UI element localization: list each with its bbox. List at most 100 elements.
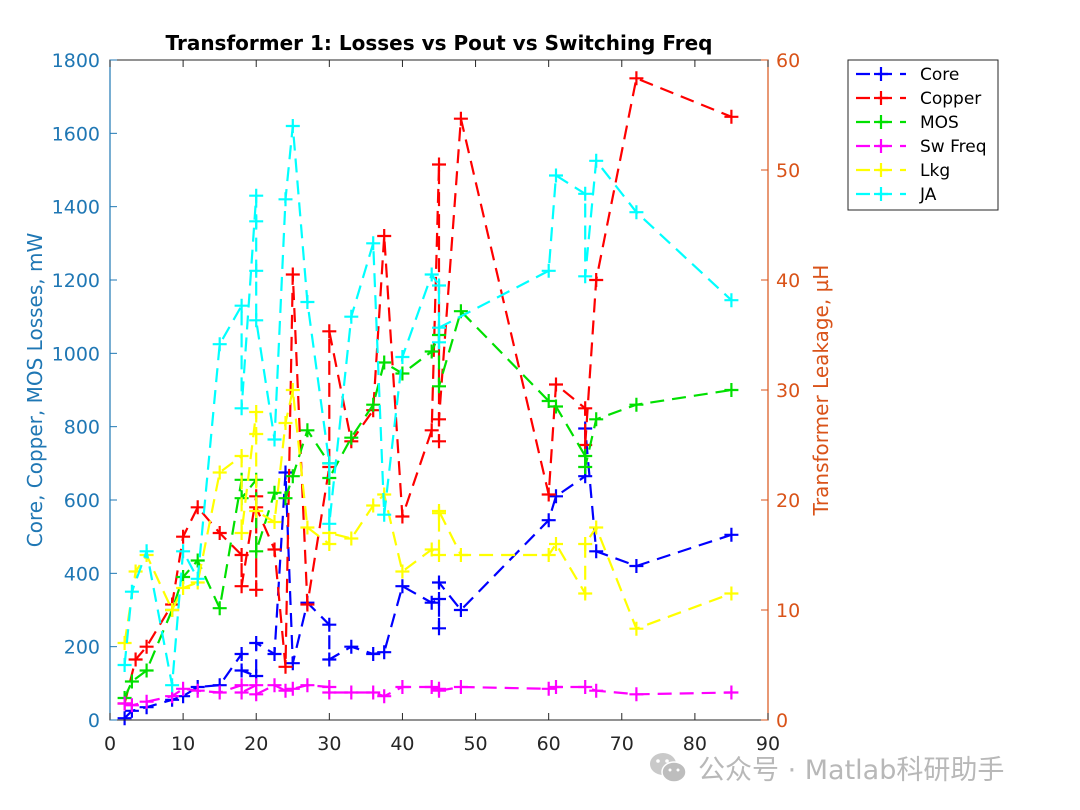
y-tick-label: 800	[64, 417, 100, 439]
series-core	[117, 421, 739, 726]
y-axis-label: Core, Copper, MOS Losses, mW	[23, 233, 47, 548]
data-point-marker	[249, 188, 264, 203]
data-point-marker	[549, 537, 563, 551]
data-point-marker	[322, 652, 337, 667]
data-point-marker	[190, 553, 205, 568]
data-point-marker	[541, 681, 556, 696]
data-point-marker	[176, 544, 191, 559]
data-point-marker	[453, 111, 468, 126]
data-point-marker	[432, 320, 446, 335]
data-point-marker	[285, 383, 300, 397]
data-point-marker	[432, 412, 446, 427]
plot-area	[117, 71, 739, 726]
data-point-marker	[549, 168, 563, 183]
y-tick-label: 200	[64, 637, 100, 659]
data-point-marker	[234, 647, 249, 661]
data-point-marker	[395, 366, 410, 381]
data-point-marker	[432, 548, 446, 562]
data-point-marker	[549, 377, 563, 392]
data-point-marker	[285, 119, 300, 133]
data-point-marker	[117, 696, 132, 711]
y2-tick-label: 20	[776, 490, 800, 512]
data-point-marker	[234, 579, 249, 594]
data-point-marker	[453, 548, 468, 562]
y-tick-label: 1200	[52, 270, 100, 292]
data-point-marker	[278, 683, 293, 698]
data-point-marker	[432, 575, 446, 590]
data-point-marker	[424, 595, 439, 610]
y2-axis-label: Transformer Leakage, µH	[809, 265, 833, 517]
data-point-marker	[117, 711, 132, 726]
data-point-marker	[234, 401, 249, 416]
data-point-marker	[249, 636, 264, 650]
data-point-marker	[395, 564, 410, 579]
data-point-marker	[212, 526, 227, 540]
data-point-marker	[366, 397, 381, 412]
legend-swatch-marker	[874, 115, 888, 129]
data-point-marker	[366, 685, 381, 700]
y-tick-label: 0	[88, 710, 100, 732]
data-point-marker	[285, 681, 300, 696]
data-point-marker	[395, 509, 410, 524]
data-point-marker	[578, 460, 593, 474]
data-point-marker	[578, 537, 593, 551]
data-point-marker	[424, 344, 439, 359]
series-ja	[117, 119, 739, 693]
data-point-marker	[139, 544, 154, 559]
data-point-marker	[285, 267, 300, 282]
y2-tick-label: 10	[776, 600, 800, 622]
x-tick-label: 40	[390, 733, 414, 755]
data-point-marker	[267, 485, 282, 500]
y2-tick-label: 30	[776, 380, 800, 402]
data-point-marker	[629, 205, 644, 220]
data-point-marker	[267, 432, 282, 447]
data-point-marker	[190, 571, 205, 586]
data-point-marker	[322, 456, 337, 471]
data-point-marker	[190, 683, 205, 698]
legend-swatch-marker	[874, 67, 888, 81]
data-point-marker	[541, 513, 556, 528]
data-point-marker	[212, 337, 227, 352]
y2-tick-label: 50	[776, 160, 800, 182]
data-point-marker	[176, 529, 191, 544]
data-point-marker	[117, 636, 132, 650]
data-point-marker	[344, 430, 359, 445]
data-point-marker	[541, 487, 556, 502]
legend-entry: Lkg	[856, 161, 950, 181]
y-tick-label: 1800	[52, 50, 100, 72]
data-point-marker	[395, 579, 410, 594]
data-point-marker	[629, 71, 644, 86]
data-point-marker	[267, 647, 282, 661]
data-point-marker	[322, 516, 337, 531]
wechat-icon	[650, 752, 687, 783]
data-point-marker	[249, 687, 264, 702]
data-point-marker	[165, 678, 180, 693]
data-point-marker	[366, 236, 381, 251]
chart-title: Transformer 1: Losses vs Pout vs Switchi…	[166, 31, 713, 55]
data-point-marker	[432, 157, 446, 172]
legend-box	[847, 59, 999, 211]
data-point-marker	[432, 592, 446, 606]
legend-entry: JA	[856, 185, 937, 205]
data-point-marker	[424, 267, 439, 282]
data-point-marker	[278, 416, 293, 430]
x-tick-label: 90	[756, 733, 780, 755]
data-point-marker	[249, 544, 264, 559]
data-point-marker	[249, 405, 264, 419]
data-point-marker	[589, 153, 604, 168]
series-line	[123, 76, 732, 704]
data-point-marker	[344, 685, 359, 700]
data-point-marker	[249, 504, 264, 518]
data-point-marker	[432, 434, 446, 449]
data-point-marker	[212, 465, 227, 480]
data-point-marker	[300, 423, 315, 438]
data-point-marker	[432, 379, 446, 394]
x-tick-label: 20	[244, 733, 268, 755]
data-point-marker	[629, 621, 644, 636]
y2-tick-label: 60	[776, 50, 800, 72]
data-point-marker	[541, 394, 556, 408]
data-point-marker	[578, 186, 593, 201]
series-line	[123, 389, 732, 644]
legend-label: Core	[920, 65, 959, 85]
